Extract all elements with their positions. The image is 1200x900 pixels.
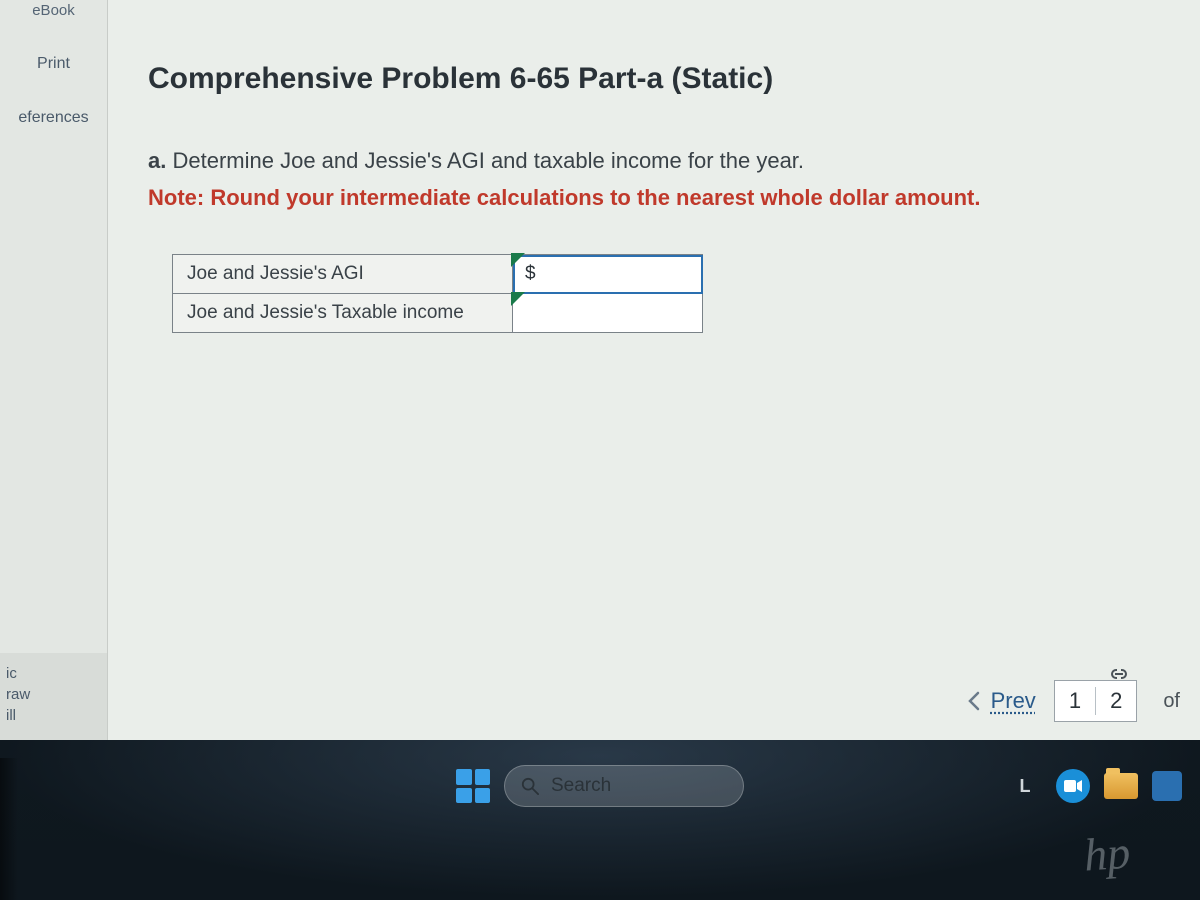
table-row: Joe and Jessie's Taxable income: [173, 294, 703, 333]
required-marker-icon: [511, 292, 525, 306]
prev-label: Prev: [991, 688, 1036, 714]
screen-edge-shadow: [0, 758, 18, 900]
page-current: 1: [1055, 688, 1095, 714]
tray-file-explorer-icon[interactable]: [1104, 773, 1138, 799]
link-icon: [1110, 667, 1128, 683]
page-other: 2: [1096, 688, 1136, 714]
question-nav: Prev 1 2 of: [967, 680, 1180, 722]
taskbar-tray: L: [1008, 769, 1182, 803]
sidebar-bottom-line2: raw: [6, 684, 101, 705]
search-placeholder: Search: [551, 775, 611, 797]
problem-heading: Comprehensive Problem 6-65 Part-a (Stati…: [148, 62, 1170, 96]
input-cell-taxable[interactable]: [513, 294, 703, 333]
sidebar-item-print[interactable]: Print: [0, 37, 107, 91]
input-cell-agi[interactable]: $: [513, 255, 703, 294]
ambient-signature: hp: [1082, 825, 1132, 881]
tray-video-chat-icon[interactable]: [1056, 769, 1090, 803]
start-button[interactable]: [456, 769, 490, 803]
tray-app-l[interactable]: L: [1008, 769, 1042, 803]
taxable-income-input[interactable]: [513, 294, 702, 332]
prev-button[interactable]: Prev: [967, 688, 1036, 714]
page-of-label: of: [1163, 690, 1180, 713]
sidebar-bottom-line3: ill: [6, 705, 101, 726]
row-label-agi: Joe and Jessie's AGI: [173, 255, 513, 294]
required-marker-icon: [511, 253, 525, 267]
table-row: Joe and Jessie's AGI $: [173, 255, 703, 294]
sidebar-item-drawfill[interactable]: ic raw ill: [0, 653, 107, 740]
question-body: Determine Joe and Jessie's AGI and taxab…: [172, 148, 804, 173]
left-sidebar: eBook Print eferences ic raw ill: [0, 0, 108, 740]
question-part-label: a.: [148, 148, 166, 173]
sidebar-item-references[interactable]: eferences: [0, 91, 107, 145]
taskbar-search[interactable]: Search: [504, 765, 744, 807]
chevron-left-icon: [967, 691, 981, 711]
agi-input[interactable]: [513, 255, 702, 293]
answer-table: Joe and Jessie's AGI $ Joe and Jessie's …: [172, 254, 703, 333]
content-panel: Comprehensive Problem 6-65 Part-a (Stati…: [108, 0, 1200, 740]
app-window: eBook Print eferences ic raw ill Compreh…: [0, 0, 1200, 740]
sidebar-bottom-line1: ic: [6, 663, 101, 684]
page-indicator[interactable]: 1 2: [1054, 680, 1138, 722]
tray-app-icon[interactable]: [1152, 771, 1182, 801]
question-text: a. Determine Joe and Jessie's AGI and ta…: [148, 144, 1170, 177]
row-label-taxable: Joe and Jessie's Taxable income: [173, 294, 513, 333]
search-icon: [521, 777, 539, 795]
sidebar-item-ebook[interactable]: eBook: [0, 0, 107, 37]
question-note: Note: Round your intermediate calculatio…: [148, 181, 1170, 214]
windows-taskbar: Search L: [0, 758, 1200, 814]
